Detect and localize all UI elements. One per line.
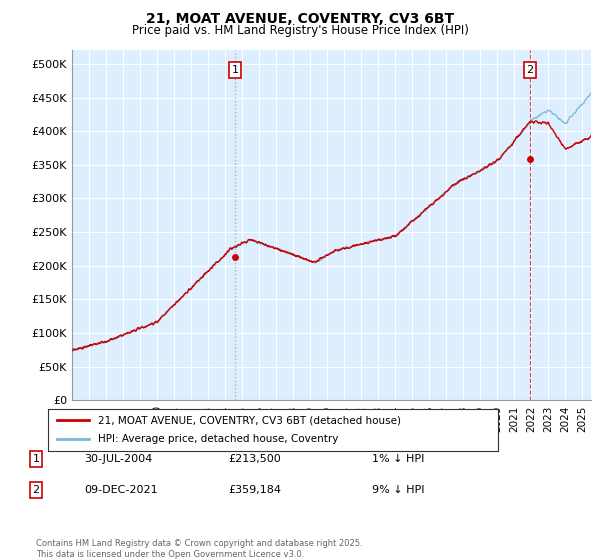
Text: 1: 1 [32, 454, 40, 464]
Text: 30-JUL-2004: 30-JUL-2004 [84, 454, 152, 464]
Text: £213,500: £213,500 [228, 454, 281, 464]
Text: 2: 2 [527, 65, 533, 75]
Text: £359,184: £359,184 [228, 485, 281, 495]
Text: 1% ↓ HPI: 1% ↓ HPI [372, 454, 424, 464]
Point [230, 252, 240, 261]
Text: 2: 2 [32, 485, 40, 495]
Text: 9% ↓ HPI: 9% ↓ HPI [372, 485, 425, 495]
Text: HPI: Average price, detached house, Coventry: HPI: Average price, detached house, Cove… [97, 435, 338, 445]
Text: Contains HM Land Registry data © Crown copyright and database right 2025.
This d: Contains HM Land Registry data © Crown c… [36, 539, 362, 559]
Text: 09-DEC-2021: 09-DEC-2021 [84, 485, 158, 495]
Text: 21, MOAT AVENUE, COVENTRY, CV3 6BT: 21, MOAT AVENUE, COVENTRY, CV3 6BT [146, 12, 454, 26]
Text: 1: 1 [232, 65, 239, 75]
Text: 21, MOAT AVENUE, COVENTRY, CV3 6BT (detached house): 21, MOAT AVENUE, COVENTRY, CV3 6BT (deta… [97, 415, 401, 425]
Text: Price paid vs. HM Land Registry's House Price Index (HPI): Price paid vs. HM Land Registry's House … [131, 24, 469, 36]
Point [525, 154, 535, 163]
